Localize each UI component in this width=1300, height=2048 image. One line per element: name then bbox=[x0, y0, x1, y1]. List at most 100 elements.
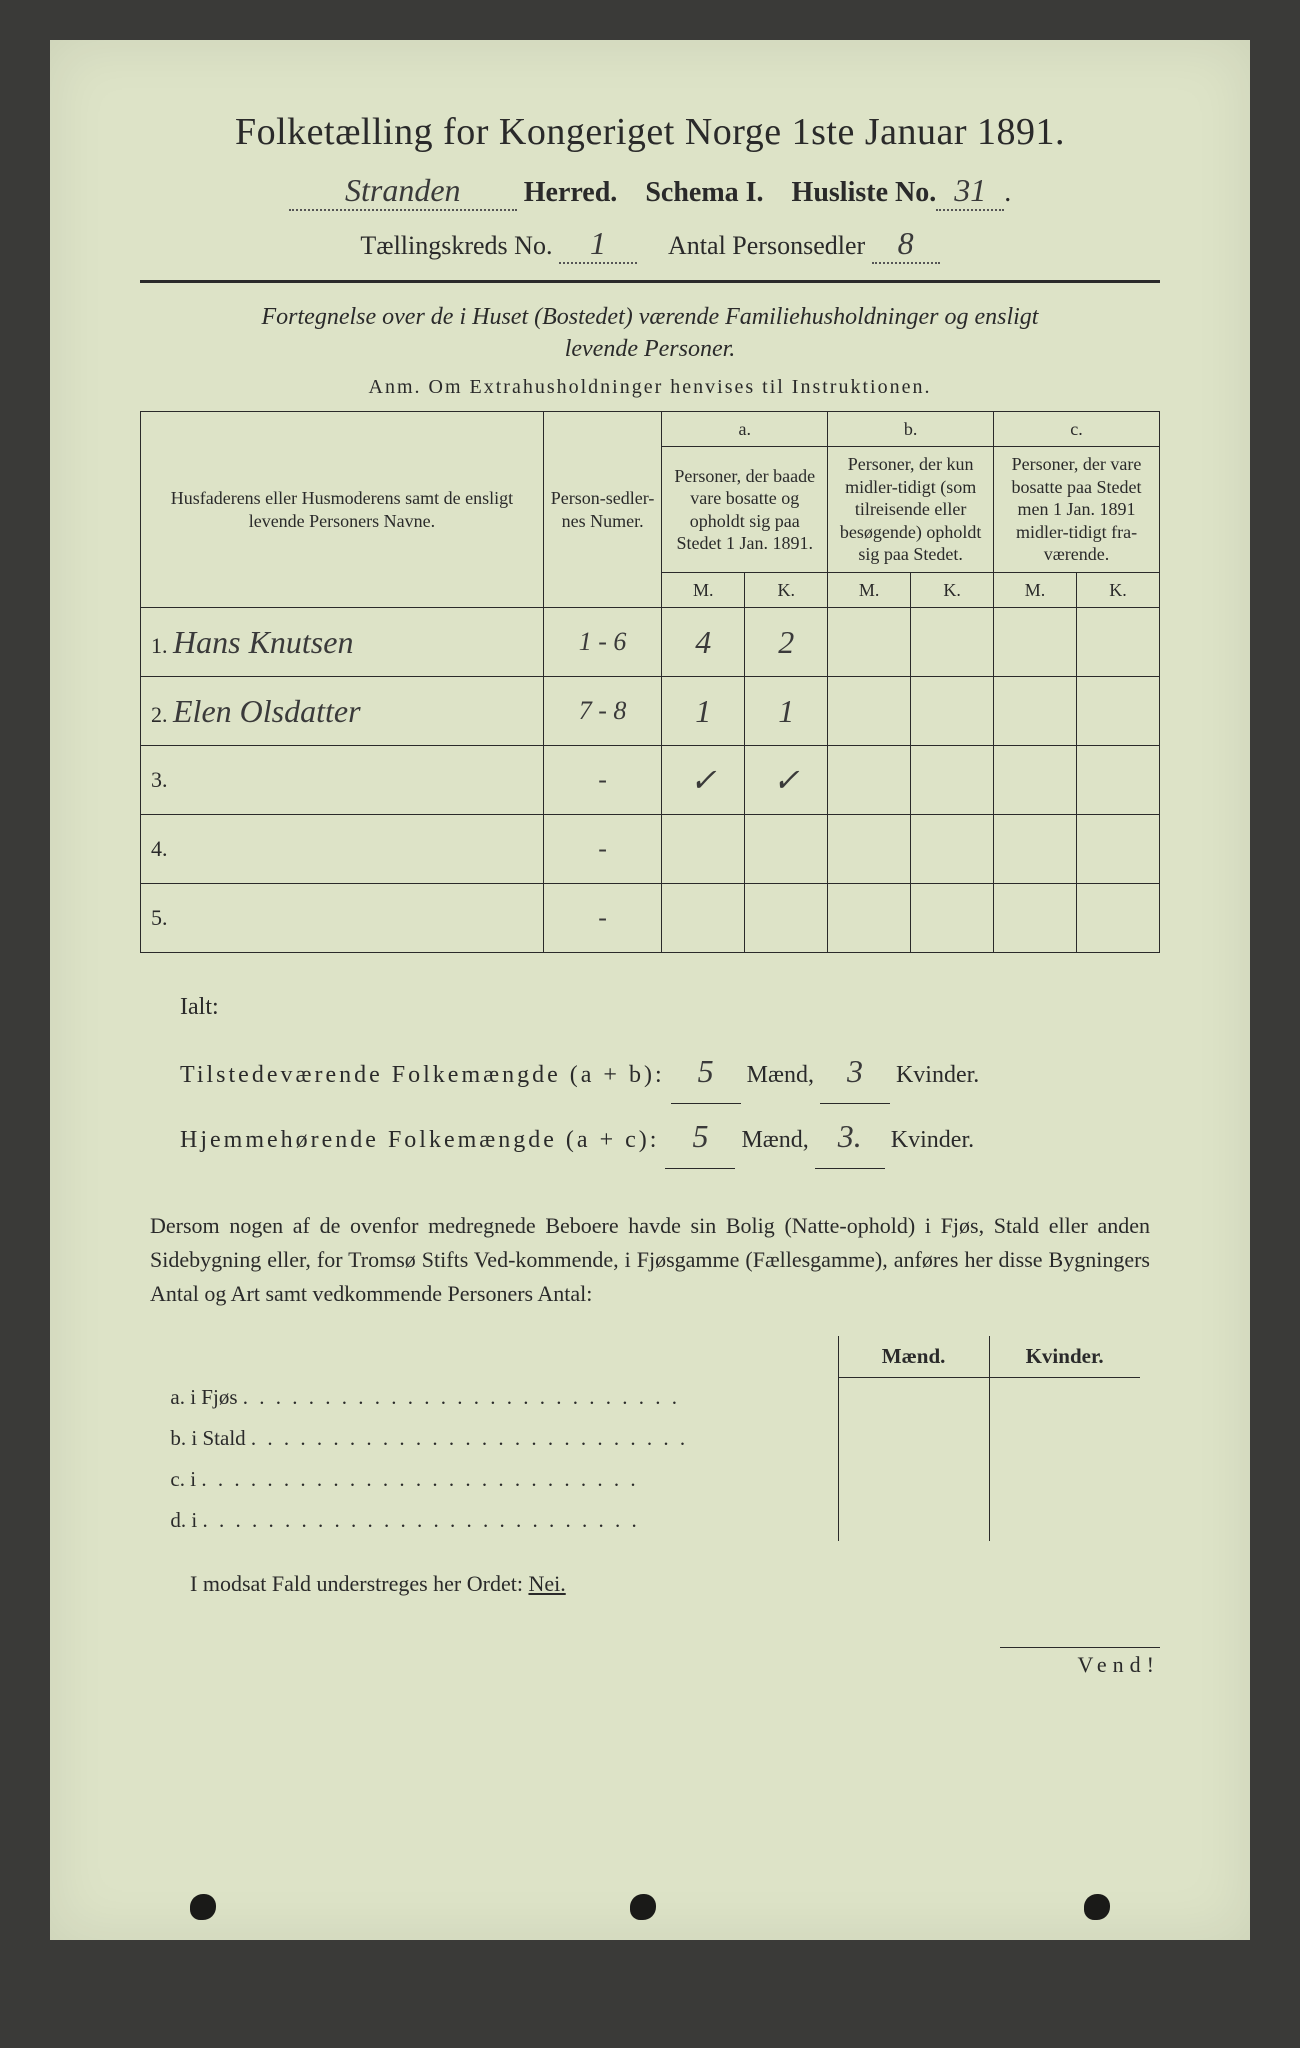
page-title: Folketælling for Kongeriget Norge 1ste J… bbox=[140, 110, 1160, 154]
col-c-k: K. bbox=[1077, 572, 1160, 608]
row-name: 5. bbox=[141, 884, 544, 953]
fjos-label: b. i Stald . . . . . . . . . . . . . . .… bbox=[160, 1418, 838, 1459]
schema-label: Schema I. bbox=[645, 177, 763, 208]
fjos-row: c. i . . . . . . . . . . . . . . . . . .… bbox=[160, 1459, 1139, 1500]
row-cK bbox=[1077, 746, 1160, 815]
row-aK bbox=[745, 815, 828, 884]
divider bbox=[140, 280, 1160, 283]
row-numer: - bbox=[543, 746, 661, 815]
ialt-block: Ialt: Tilstedeværende Folkemængde (a + b… bbox=[180, 983, 1160, 1169]
table-row: 3.-✓✓ bbox=[141, 746, 1160, 815]
header-line-3: Tællingskreds No. 1 Antal Personsedler 8 bbox=[140, 225, 1160, 264]
col-numer: Person-sedler-nes Numer. bbox=[543, 411, 661, 608]
row-aM bbox=[662, 884, 745, 953]
fjos-label: c. i . . . . . . . . . . . . . . . . . .… bbox=[160, 1459, 838, 1500]
maend-label-2: Mænd, bbox=[741, 1127, 808, 1153]
ialt-line1: Tilstedeværende Folkemængde (a + b): 5 M… bbox=[180, 1039, 1160, 1104]
nei-word: Nei. bbox=[528, 1571, 565, 1596]
col-b-label: b. bbox=[828, 411, 994, 447]
ialt-line2-k: 3. bbox=[815, 1104, 885, 1169]
row-bK bbox=[911, 884, 994, 953]
ialt-label: Ialt: bbox=[180, 983, 1160, 1031]
row-bM bbox=[828, 677, 911, 746]
table-row: 1. Hans Knutsen1 - 642 bbox=[141, 608, 1160, 677]
row-cM bbox=[994, 746, 1077, 815]
table-row: 5.- bbox=[141, 884, 1160, 953]
fjos-paragraph: Dersom nogen af de ovenfor medregnede Be… bbox=[150, 1209, 1150, 1311]
row-cK bbox=[1077, 815, 1160, 884]
row-aM: 1 bbox=[662, 677, 745, 746]
maend-label: Mænd, bbox=[747, 1062, 814, 1088]
col-b-k: K. bbox=[911, 572, 994, 608]
ialt-line1-k: 3 bbox=[820, 1039, 890, 1104]
subtitle-line2: levende Personer. bbox=[565, 336, 736, 362]
row-bM bbox=[828, 746, 911, 815]
row-cM bbox=[994, 677, 1077, 746]
anm-note: Anm. Om Extrahusholdninger henvises til … bbox=[140, 376, 1160, 399]
fjos-row: d. i . . . . . . . . . . . . . . . . . .… bbox=[160, 1500, 1139, 1541]
row-cK bbox=[1077, 677, 1160, 746]
row-numer: - bbox=[543, 815, 661, 884]
kvinder-label: Kvinder. bbox=[896, 1062, 979, 1088]
fjos-table: Mænd. Kvinder. a. i Fjøs . . . . . . . .… bbox=[160, 1336, 1139, 1542]
row-aM: ✓ bbox=[662, 746, 745, 815]
fjos-k bbox=[989, 1418, 1140, 1459]
header-line-2: Stranden Herred. Schema I. Husliste No.3… bbox=[140, 172, 1160, 211]
row-bM bbox=[828, 884, 911, 953]
fjos-row: b. i Stald . . . . . . . . . . . . . . .… bbox=[160, 1418, 1139, 1459]
table-row: 2. Elen Olsdatter7 - 811 bbox=[141, 677, 1160, 746]
row-bK bbox=[911, 677, 994, 746]
row-bM bbox=[828, 815, 911, 884]
row-bK bbox=[911, 815, 994, 884]
row-cM bbox=[994, 884, 1077, 953]
ialt-line2-label: Hjemmehørende Folkemængde (a + c): bbox=[180, 1127, 659, 1153]
col-names: Husfaderens eller Husmoderens samt de en… bbox=[141, 411, 544, 608]
antal-field: 8 bbox=[872, 225, 940, 264]
col-b-m: M. bbox=[828, 572, 911, 608]
col-a-label: a. bbox=[662, 411, 828, 447]
fjos-row: a. i Fjøs . . . . . . . . . . . . . . . … bbox=[160, 1377, 1139, 1418]
fjos-maend-head: Mænd. bbox=[838, 1336, 989, 1378]
husliste-field: 31 bbox=[936, 172, 1004, 211]
row-aK bbox=[745, 884, 828, 953]
fjos-m bbox=[838, 1377, 989, 1418]
household-table: Husfaderens eller Husmoderens samt de en… bbox=[140, 411, 1160, 954]
row-name: 3. bbox=[141, 746, 544, 815]
fjos-label: d. i . . . . . . . . . . . . . . . . . .… bbox=[160, 1500, 838, 1541]
row-cM bbox=[994, 815, 1077, 884]
row-numer: 7 - 8 bbox=[543, 677, 661, 746]
row-aM: 4 bbox=[662, 608, 745, 677]
col-c-label: c. bbox=[994, 411, 1160, 447]
fjos-k bbox=[989, 1459, 1140, 1500]
row-numer: 1 - 6 bbox=[543, 608, 661, 677]
row-name: 1. Hans Knutsen bbox=[141, 608, 544, 677]
row-cM bbox=[994, 608, 1077, 677]
row-bK bbox=[911, 608, 994, 677]
ialt-line2-m: 5 bbox=[665, 1104, 735, 1169]
fjos-kvinder-head: Kvinder. bbox=[989, 1336, 1140, 1378]
nei-text: I modsat Fald understreges her Ordet: bbox=[190, 1571, 523, 1596]
subtitle: Fortegnelse over de i Huset (Bostedet) v… bbox=[140, 301, 1160, 366]
row-cK bbox=[1077, 608, 1160, 677]
row-aK: 1 bbox=[745, 677, 828, 746]
fjos-label: a. i Fjøs . . . . . . . . . . . . . . . … bbox=[160, 1377, 838, 1418]
fjos-m bbox=[838, 1500, 989, 1541]
row-cK bbox=[1077, 884, 1160, 953]
husliste-label: Husliste No. bbox=[792, 177, 937, 208]
antal-label: Antal Personsedler bbox=[668, 231, 865, 260]
herred-label: Herred. bbox=[524, 177, 618, 208]
herred-field: Stranden bbox=[289, 172, 517, 211]
fjos-k bbox=[989, 1377, 1140, 1418]
row-aK: ✓ bbox=[745, 746, 828, 815]
col-c-m: M. bbox=[994, 572, 1077, 608]
vend-label: Vend! bbox=[1000, 1647, 1160, 1678]
fjos-m bbox=[838, 1418, 989, 1459]
col-a-text: Personer, der baade vare bosatte og opho… bbox=[662, 447, 828, 573]
row-bM bbox=[828, 608, 911, 677]
col-b-text: Personer, der kun midler-tidigt (som til… bbox=[828, 447, 994, 573]
fjos-k bbox=[989, 1500, 1140, 1541]
punch-hole bbox=[1084, 1894, 1110, 1920]
table-row: 4.- bbox=[141, 815, 1160, 884]
ialt-line2: Hjemmehørende Folkemængde (a + c): 5 Mæn… bbox=[180, 1104, 1160, 1169]
census-form-page: Folketælling for Kongeriget Norge 1ste J… bbox=[50, 40, 1250, 1940]
